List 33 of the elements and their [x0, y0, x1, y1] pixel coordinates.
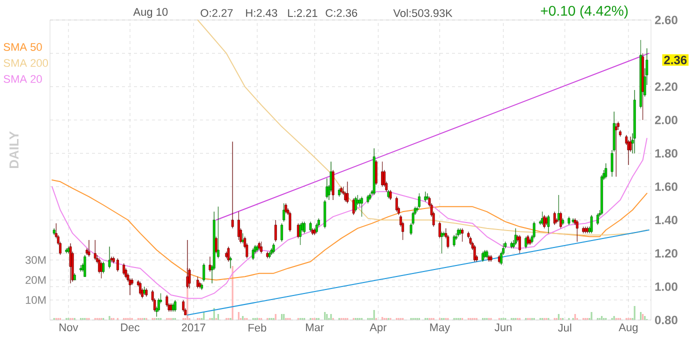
text: O:2.27: [200, 9, 233, 17]
text: C:2.36: [326, 9, 358, 17]
y-tick-label: 1.20: [655, 249, 678, 258]
x-tick-label: Dec: [121, 324, 140, 332]
y-tick-label: 1.00: [655, 282, 678, 291]
x-tick-label: Jun: [494, 324, 512, 332]
x-tick-label: Aug: [618, 324, 638, 334]
y-tick-label: 2.20: [654, 82, 678, 91]
y-tick-label: 0.80: [655, 316, 678, 324]
x-tick-label: Mar: [306, 324, 324, 332]
x-tick-label: May: [430, 324, 450, 334]
x-tick-label: Jul: [558, 324, 572, 332]
x-tick-label: Nov: [60, 324, 78, 332]
y2-tick-label: 10M: [26, 296, 46, 304]
annotation: 2.36: [664, 56, 687, 64]
x-tick-label: 2017: [182, 324, 206, 332]
text: SMA 200: [4, 59, 48, 67]
y-tick-label: 2.60: [654, 16, 678, 24]
text: SMA 20: [4, 75, 42, 83]
x-tick-label: Feb: [248, 324, 266, 332]
y-tick-label: 1.40: [655, 216, 678, 224]
text: H:2.43: [246, 9, 278, 17]
text: +0.10 (4.42%): [540, 5, 628, 19]
text: Aug 10: [133, 8, 168, 18]
y2-tick-label: 20M: [26, 276, 46, 284]
text: Vol:503.93K: [393, 8, 452, 18]
text: SMA 50: [4, 43, 42, 51]
y-tick-label: 2.00: [654, 116, 678, 124]
y-tick-label: 1.60: [655, 182, 678, 191]
x-tick-label: Apr: [370, 324, 387, 334]
y2-tick-label: 30M: [25, 256, 46, 264]
text: L:2.21: [288, 9, 318, 17]
y-tick-label: 1.80: [655, 149, 678, 158]
